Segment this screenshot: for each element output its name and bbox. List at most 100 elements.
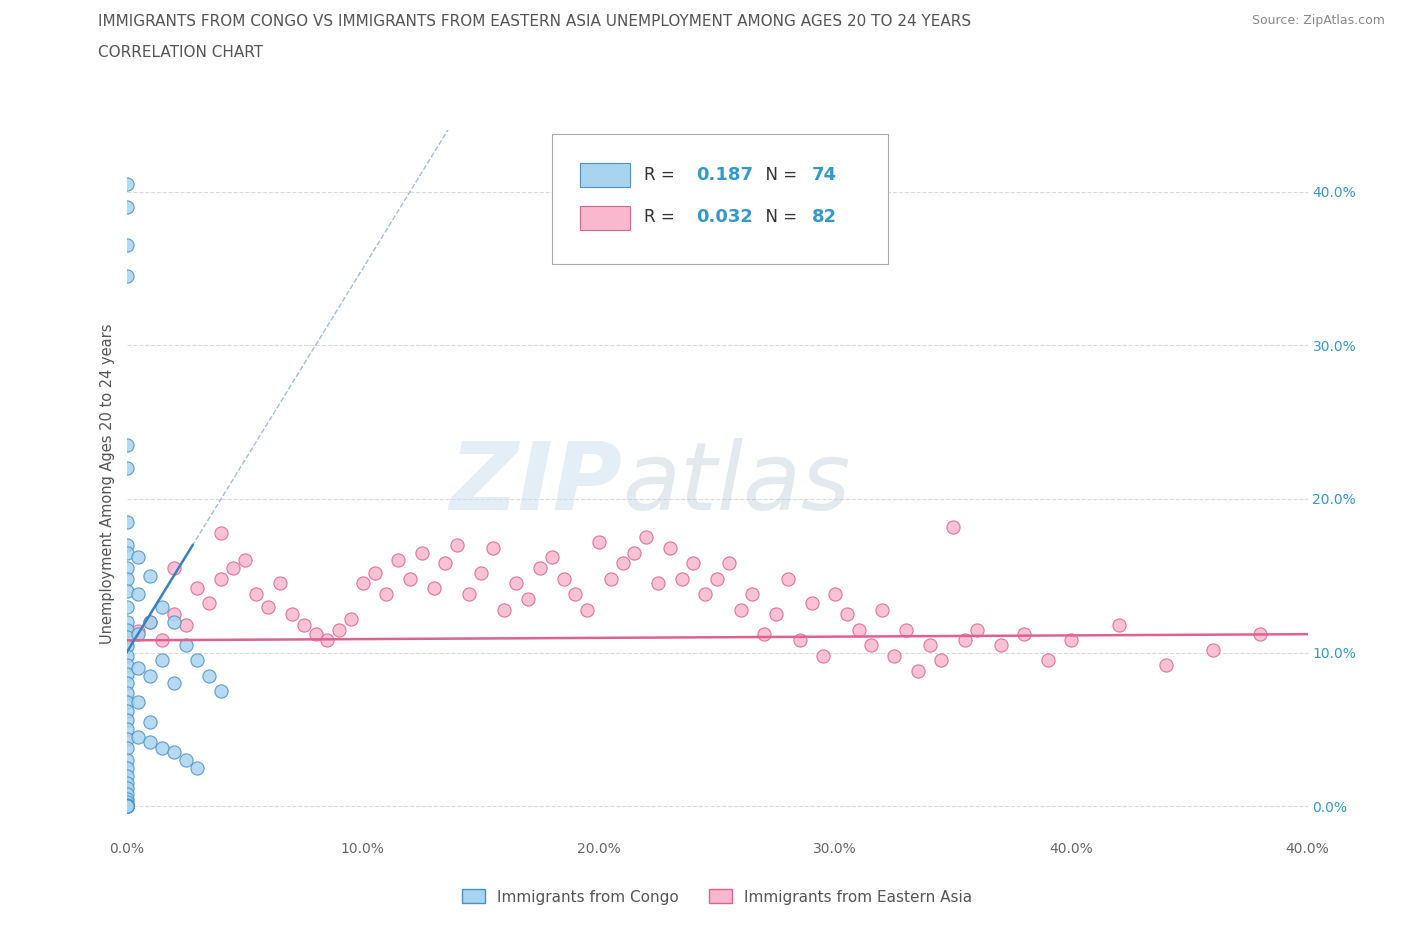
Point bbox=[198, 669, 221, 684]
FancyBboxPatch shape bbox=[581, 164, 630, 188]
Point bbox=[198, 596, 221, 611]
Point bbox=[139, 669, 162, 684]
Point bbox=[115, 731, 138, 746]
Point bbox=[754, 627, 776, 642]
Point bbox=[115, 799, 138, 814]
Point bbox=[399, 571, 422, 586]
Point bbox=[139, 714, 162, 729]
Point bbox=[115, 776, 138, 790]
Point bbox=[233, 553, 256, 568]
Text: Source: ZipAtlas.com: Source: ZipAtlas.com bbox=[1251, 14, 1385, 27]
Point bbox=[115, 799, 138, 814]
Text: N =: N = bbox=[755, 208, 803, 226]
Point bbox=[186, 580, 208, 595]
Point bbox=[115, 799, 138, 814]
Point bbox=[115, 584, 138, 599]
Point bbox=[505, 576, 527, 591]
Text: 0.032: 0.032 bbox=[696, 208, 752, 226]
FancyBboxPatch shape bbox=[551, 134, 889, 264]
Point bbox=[1012, 627, 1035, 642]
Point bbox=[115, 571, 138, 586]
Point bbox=[387, 553, 409, 568]
Point bbox=[115, 622, 138, 637]
Point bbox=[127, 627, 149, 642]
Point bbox=[695, 587, 717, 602]
Point bbox=[800, 596, 823, 611]
Point bbox=[115, 695, 138, 710]
Point bbox=[115, 200, 138, 215]
Point bbox=[848, 622, 870, 637]
Point bbox=[115, 768, 138, 783]
Point bbox=[115, 667, 138, 682]
Point bbox=[564, 587, 586, 602]
Text: CORRELATION CHART: CORRELATION CHART bbox=[98, 45, 263, 60]
Point bbox=[470, 565, 492, 580]
Point bbox=[115, 460, 138, 475]
Point bbox=[352, 576, 374, 591]
Point bbox=[789, 633, 811, 648]
Point bbox=[647, 576, 669, 591]
Point bbox=[115, 797, 138, 812]
Point bbox=[636, 530, 658, 545]
Point bbox=[990, 637, 1012, 652]
Point bbox=[115, 177, 138, 192]
Point bbox=[115, 799, 138, 814]
Point bbox=[115, 630, 138, 644]
Point bbox=[599, 571, 621, 586]
Point bbox=[765, 606, 787, 621]
Point bbox=[115, 269, 138, 284]
Text: IMMIGRANTS FROM CONGO VS IMMIGRANTS FROM EASTERN ASIA UNEMPLOYMENT AMONG AGES 20: IMMIGRANTS FROM CONGO VS IMMIGRANTS FROM… bbox=[98, 14, 972, 29]
Point bbox=[245, 587, 267, 602]
Point bbox=[127, 587, 149, 602]
Point bbox=[127, 624, 149, 639]
Point bbox=[292, 618, 315, 632]
Point bbox=[139, 615, 162, 630]
Point bbox=[115, 538, 138, 552]
Legend: Immigrants from Congo, Immigrants from Eastern Asia: Immigrants from Congo, Immigrants from E… bbox=[456, 884, 979, 910]
Text: R =: R = bbox=[644, 208, 681, 226]
Text: atlas: atlas bbox=[623, 438, 851, 529]
Point bbox=[115, 799, 138, 814]
Point bbox=[115, 722, 138, 737]
Point bbox=[127, 695, 149, 710]
Point bbox=[706, 571, 728, 586]
Point bbox=[1108, 618, 1130, 632]
Point bbox=[813, 648, 835, 663]
Point bbox=[115, 704, 138, 719]
Point bbox=[671, 571, 693, 586]
Point bbox=[209, 571, 232, 586]
Point bbox=[1154, 658, 1177, 672]
Point bbox=[115, 685, 138, 700]
Point bbox=[115, 676, 138, 691]
Point bbox=[127, 550, 149, 565]
Point bbox=[222, 561, 245, 576]
Point bbox=[139, 735, 162, 750]
Point bbox=[115, 599, 138, 614]
Point bbox=[150, 653, 173, 668]
Point bbox=[115, 615, 138, 630]
Point bbox=[540, 550, 562, 565]
Point bbox=[776, 571, 799, 586]
Point bbox=[163, 561, 186, 576]
Point bbox=[942, 519, 965, 534]
Text: R =: R = bbox=[644, 166, 681, 184]
Point bbox=[1202, 642, 1225, 657]
Point bbox=[730, 602, 752, 617]
Point bbox=[139, 615, 162, 630]
Point bbox=[966, 622, 988, 637]
Point bbox=[481, 540, 503, 555]
Point bbox=[115, 799, 138, 814]
Point bbox=[612, 556, 634, 571]
Point bbox=[741, 587, 763, 602]
Text: ZIP: ZIP bbox=[450, 438, 623, 529]
Point bbox=[115, 658, 138, 672]
Point bbox=[434, 556, 457, 571]
Point bbox=[918, 637, 941, 652]
Point bbox=[872, 602, 894, 617]
Point bbox=[1060, 633, 1083, 648]
Point bbox=[717, 556, 740, 571]
Point bbox=[1249, 627, 1271, 642]
Point bbox=[115, 799, 138, 814]
Point bbox=[824, 587, 846, 602]
Point bbox=[316, 633, 339, 648]
